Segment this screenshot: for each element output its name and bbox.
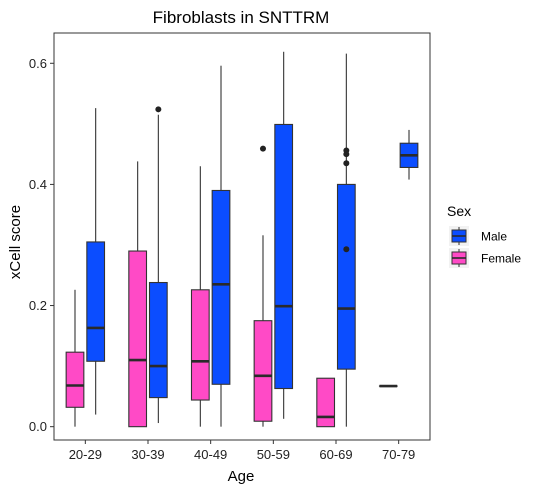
outlier-point [343,151,350,158]
y-tick-label: 0.6 [29,56,47,71]
box-body [190,289,210,401]
y-tick-label: 0.4 [29,177,47,192]
box-female-50-59 [253,145,273,427]
outlier-point [259,145,266,152]
box-female-40-49 [190,166,210,427]
box-male-70-79 [399,129,419,180]
box-body [86,241,106,362]
x-tick-label: 70-79 [382,447,415,462]
box-male-40-49 [211,65,231,427]
x-tick-label: 40-49 [194,447,227,462]
outlier-point [343,160,350,167]
chart-title: Fibroblasts in SNTTRM [153,8,330,27]
box-body [128,250,148,428]
box-male-60-69 [336,53,356,427]
box-male-50-59 [274,51,294,419]
x-tick-label: 60-69 [319,447,352,462]
box-body [253,320,273,422]
box-female-20-29 [65,289,85,427]
box-male-20-29 [86,108,106,415]
box-female-30-39 [128,161,148,428]
box-body [65,351,85,408]
outlier-point [343,246,350,253]
legend-title: Sex [447,203,471,219]
y-tick-label: 0.0 [29,419,47,434]
y-tick-label: 0.2 [29,298,47,313]
legend-entry-male: Male [449,226,507,246]
box-male-30-39 [148,106,168,424]
box-body [148,281,168,399]
plot-area: 0.0 0.2 0.4 0.6 20-29 30-39 40-49 50-59 60-69 70-… [29,32,431,462]
box-body [211,189,231,385]
y-axis-title: xCell score [7,205,24,279]
legend-label: Female [481,252,521,266]
outlier-point [155,106,162,113]
box-body [274,123,294,390]
box-body [336,183,356,370]
legend: Sex Male Female [447,203,521,268]
x-axis-title: Age [228,468,255,485]
x-tick-label: 20-29 [69,447,102,462]
x-tick-label: 30-39 [131,447,164,462]
box-female-60-69 [316,377,336,428]
box-body [316,377,336,428]
x-tick-label: 50-59 [257,447,290,462]
legend-label: Male [481,230,507,244]
plot-panel [53,32,431,441]
legend-entry-female: Female [449,248,521,268]
